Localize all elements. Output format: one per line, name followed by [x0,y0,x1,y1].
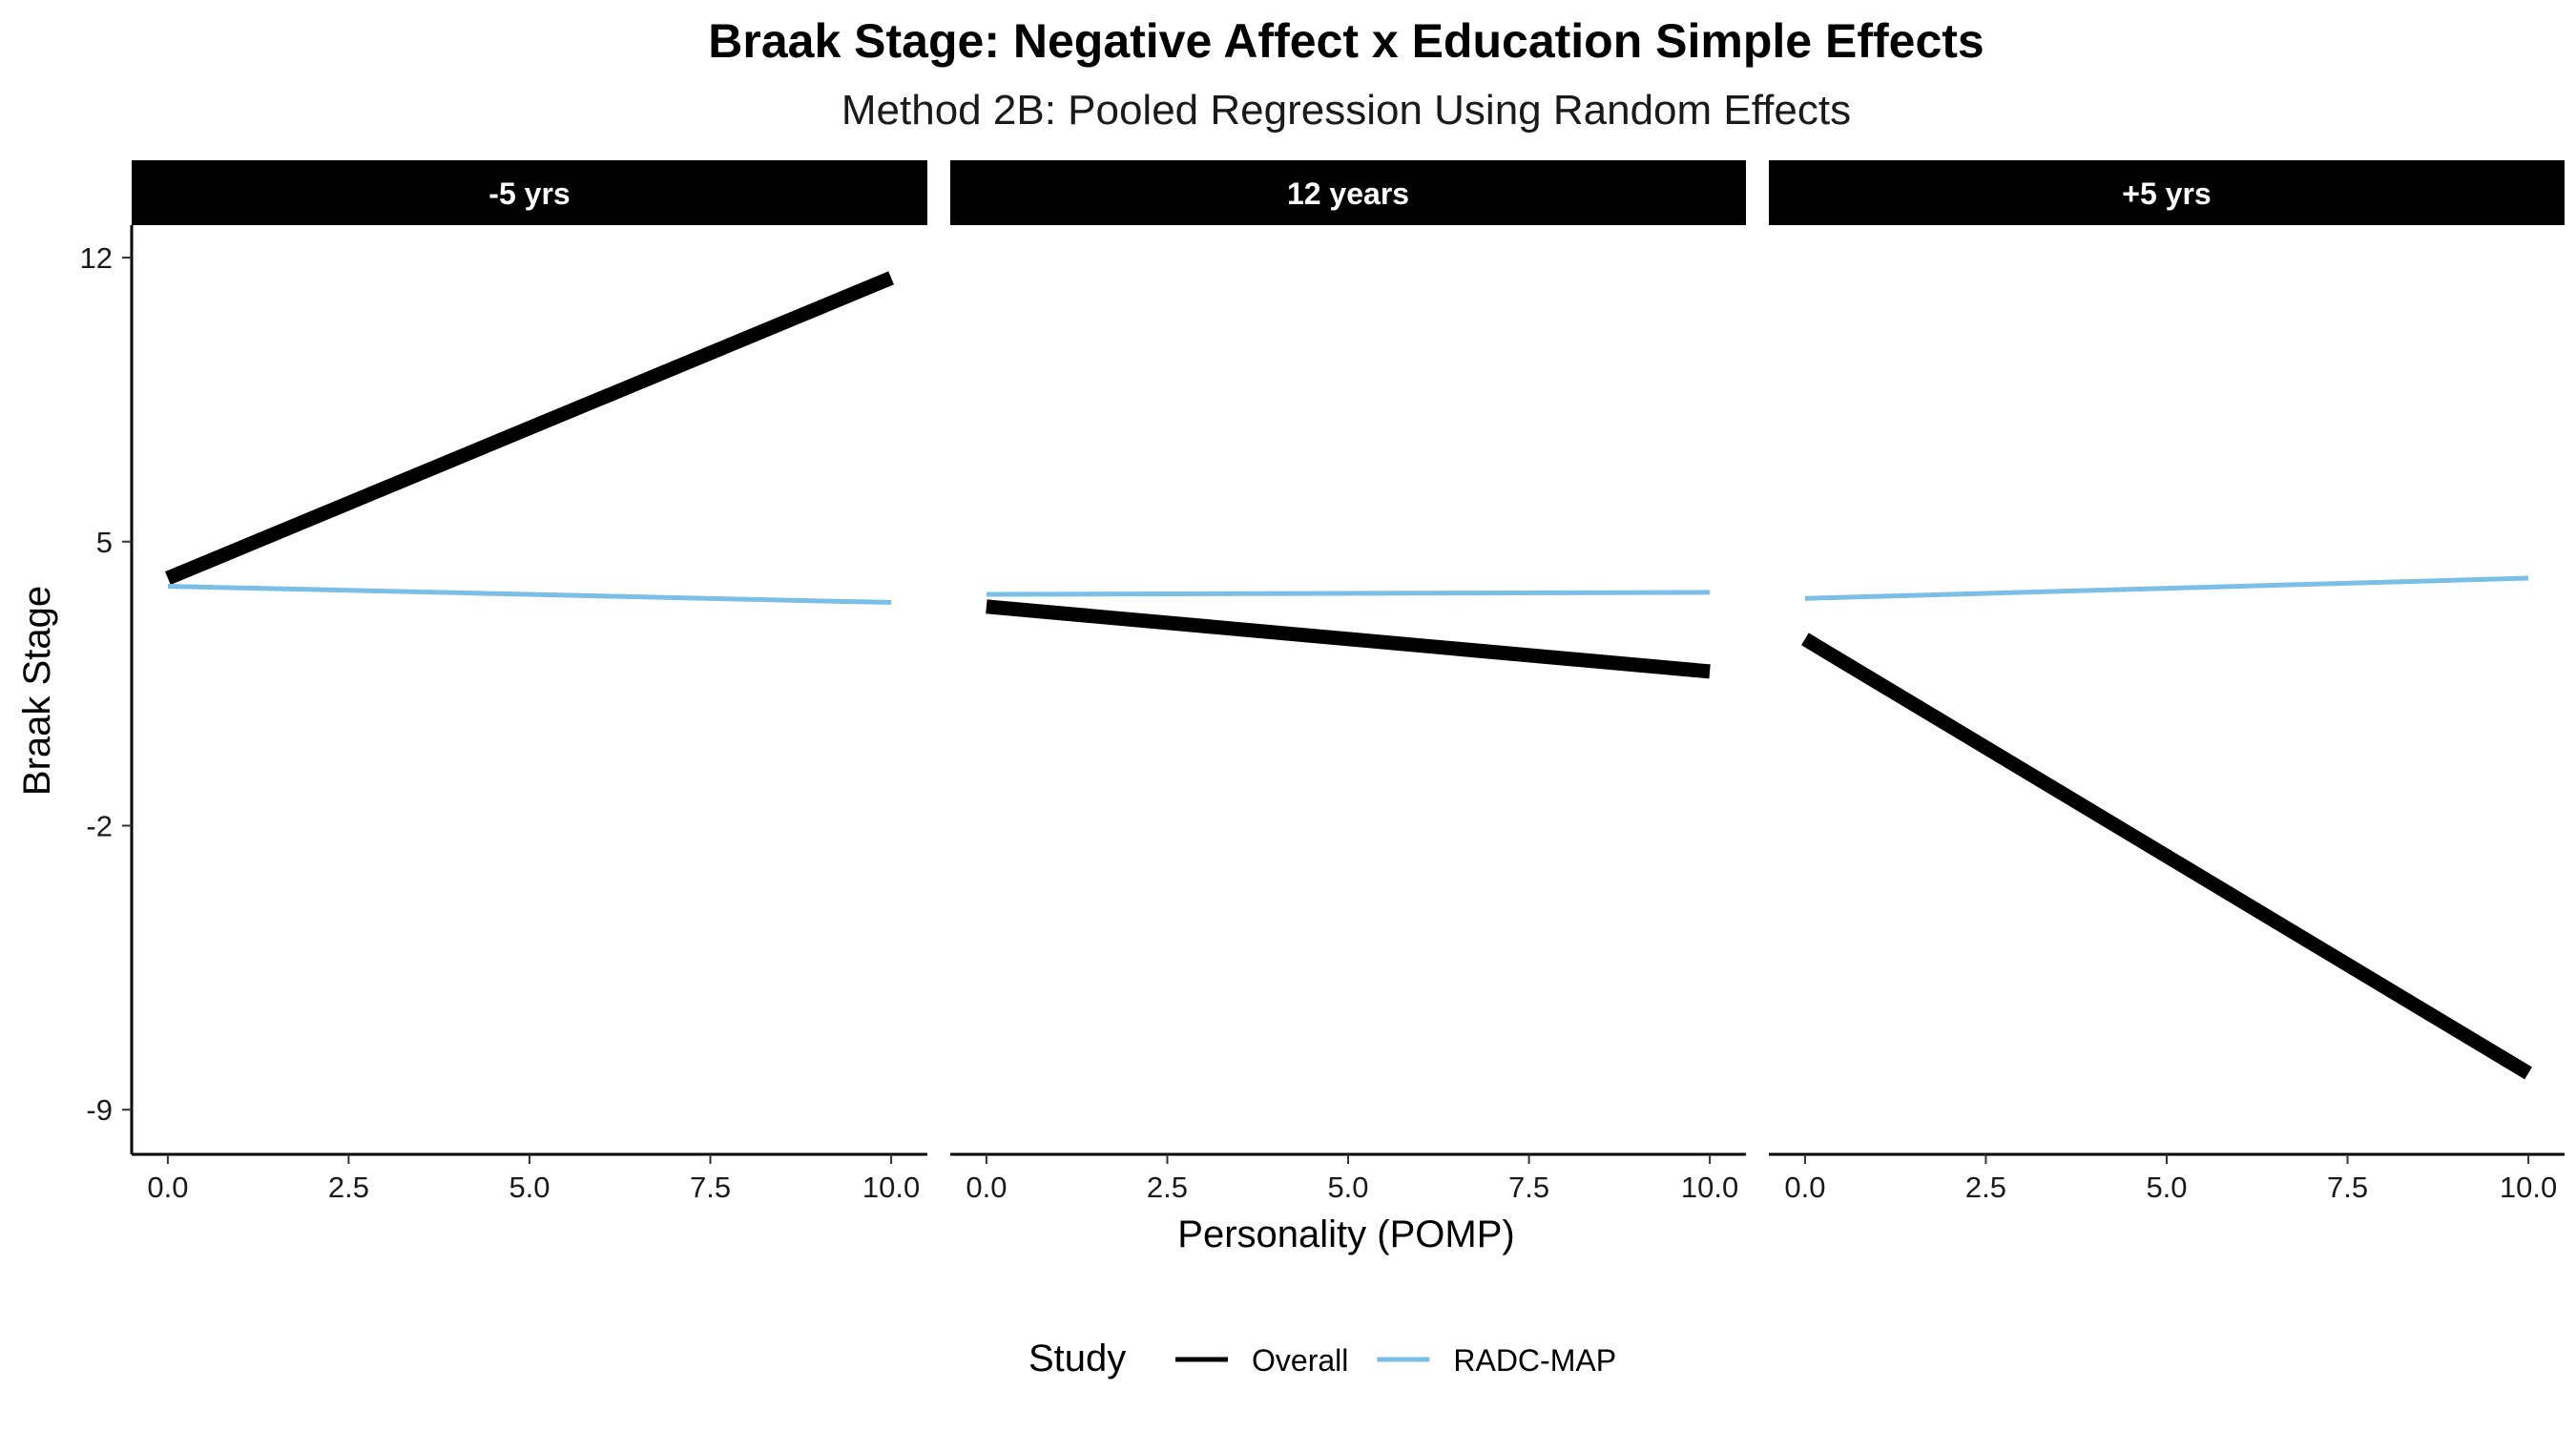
legend-label-overall: Overall [1252,1343,1348,1378]
legend-title: Study [1028,1338,1126,1379]
y-tick-label: 5 [96,526,113,559]
facet-strip-label: -5 yrs [488,176,570,211]
x-tick-label: 10.0 [862,1171,920,1204]
x-tick-label: 7.5 [2327,1171,2368,1204]
series-line-radc-map [986,590,1711,597]
y-tick-label: -9 [86,1093,113,1127]
y-tick-label: 12 [80,241,113,275]
x-tick-label: 7.5 [1508,1171,1549,1204]
y-axis-title: Braak Stage [16,586,58,796]
legend-entries: Overall RADC-MAP [1175,1343,1616,1378]
facet-panel: -5 yrs 0.0 2.5 5.0 7.5 10.0 -9 -2 5 12 [80,160,927,1204]
y-tick-label: -2 [86,809,113,842]
series-line-overall [1801,633,2532,1080]
series-line-radc-map [1804,575,2529,601]
facets: -5 yrs 0.0 2.5 5.0 7.5 10.0 -9 -2 5 12 12 years 0.0… [80,160,2565,1204]
facet-panel: +5 yrs 0.0 2.5 5.0 7.5 10.0 [1769,160,2565,1204]
x-tick-label: 7.5 [690,1171,731,1204]
series-line-overall [986,599,1711,679]
facet-strip-label: 12 years [1287,176,1409,211]
series-line-overall [165,271,894,585]
x-tick-label: 0.0 [966,1171,1007,1204]
x-tick-label: 5.0 [509,1171,550,1204]
x-tick-label: 10.0 [2500,1171,2557,1204]
x-tick-label: 0.0 [147,1171,188,1204]
x-tick-label: 10.0 [1681,1171,1738,1204]
facet-strip [950,160,1746,225]
facet-strip [132,160,927,225]
x-tick-label: 2.5 [1147,1171,1188,1204]
x-axis-title: Personality (POMP) [1177,1213,1514,1255]
x-tick-label: 2.5 [1965,1171,2006,1204]
x-tick-label: 0.0 [1784,1171,1825,1204]
x-tick-label: 5.0 [2146,1171,2187,1204]
chart-title: Braak Stage: Negative Affect x Education… [708,14,1984,68]
series-line-radc-map [167,584,892,606]
chart-subtitle: Method 2B: Pooled Regression Using Rando… [841,87,1851,134]
x-tick-label: 2.5 [328,1171,369,1204]
x-tick-label: 5.0 [1327,1171,1368,1204]
facet-strip-label: +5 yrs [2122,176,2211,211]
facet-strip [1769,160,2565,225]
legend: Study Overall RADC-MAP [1028,1338,1616,1379]
legend-label-radc-map: RADC-MAP [1453,1343,1616,1378]
facet-panel: 12 years 0.0 2.5 5.0 7.5 10.0 [950,160,1746,1204]
